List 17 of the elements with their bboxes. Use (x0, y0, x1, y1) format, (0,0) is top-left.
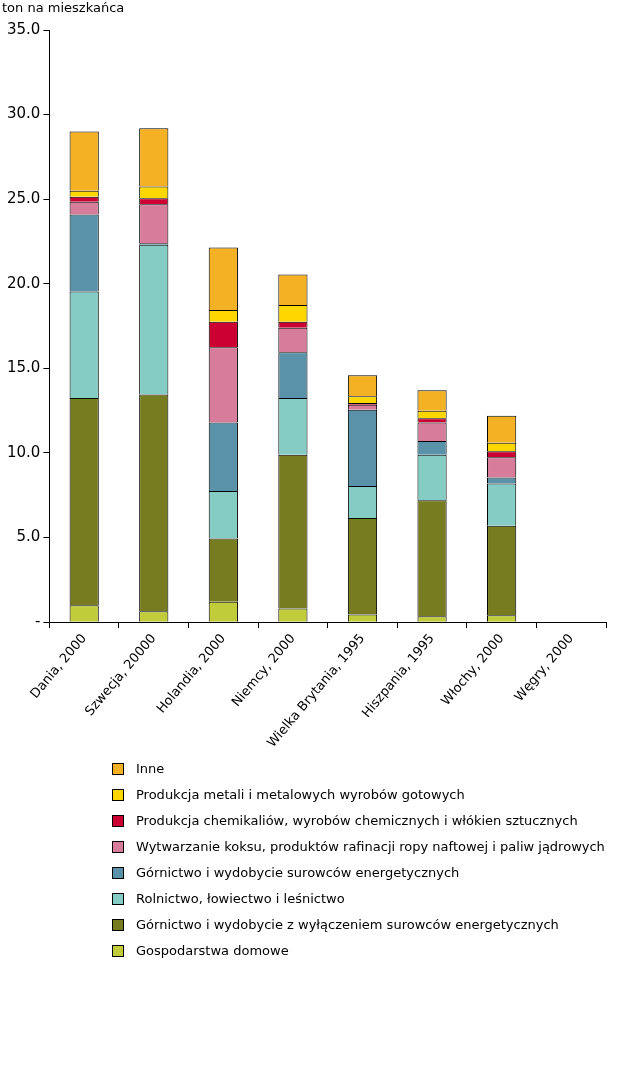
legend-label: Produkcja chemikaliów, wyrobów chemicznych i włókien sztucznych (136, 812, 578, 829)
y-tick-label: 25.0 (6, 189, 41, 208)
y-tick-label: 20.0 (6, 273, 41, 292)
legend-label: Gospodarstwa domowe (136, 942, 289, 959)
y-tick-label: - (34, 612, 41, 631)
legend-label: Górnictwo i wydobycie surowców energetycznych (136, 864, 460, 881)
legend-label: Inne (136, 760, 165, 777)
y-tick-label: 10.0 (6, 442, 41, 461)
y-tick-label: 30.0 (6, 104, 41, 123)
legend-label: Rolnictwo, łowiectwo i leśnictwo (136, 890, 345, 907)
y-tick-label: 15.0 (6, 358, 41, 377)
legend-label: Produkcja metali i metalowych wyrobów gotowych (136, 786, 465, 803)
legend-label: Górnictwo i wydobycie z wyłączeniem surowców energetycznych (136, 916, 559, 933)
y-tick-label: 5.0 (16, 527, 41, 546)
legend-label: Wytwarzanie koksu, produktów rafinacji ropy naftowej i paliw jądrowych (136, 838, 605, 855)
y-axis-title: ton na mieszkańca (2, 0, 125, 15)
y-tick-label: 35.0 (6, 19, 41, 38)
